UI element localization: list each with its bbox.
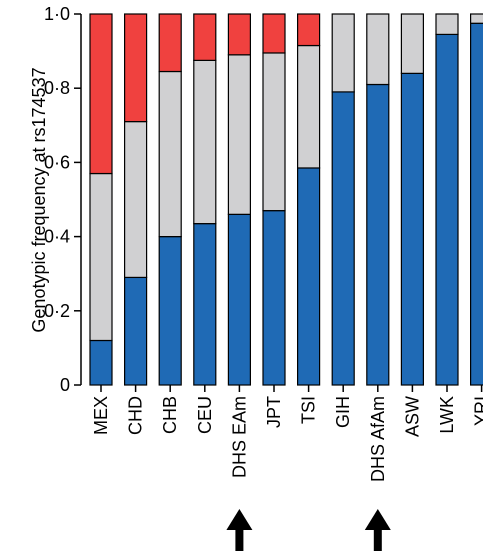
bars bbox=[89, 13, 483, 386]
bar-segment bbox=[193, 223, 217, 386]
x-tick-label: DHS EAm bbox=[229, 396, 249, 478]
bar-segment bbox=[470, 22, 483, 386]
x-tick-label: TSI bbox=[299, 396, 319, 424]
bar-segment bbox=[331, 91, 355, 386]
bar-segment bbox=[400, 13, 424, 74]
bar-segment bbox=[193, 13, 217, 61]
y-tick-label: 0 bbox=[60, 375, 70, 395]
bar-segment bbox=[123, 120, 148, 279]
x-tick-label: CEU bbox=[195, 396, 215, 434]
x-tick-label: LWK bbox=[437, 396, 457, 434]
highlight-arrows bbox=[226, 509, 391, 551]
bar-segment bbox=[366, 13, 390, 86]
bar-segment bbox=[435, 13, 459, 36]
y-axis-title: Genotypic frequency at rs174537 bbox=[29, 67, 49, 332]
bar-segment bbox=[193, 59, 217, 225]
y-tick-label: 0·8 bbox=[44, 78, 70, 98]
x-tick-label: DHS AfAm bbox=[368, 396, 388, 482]
bar-segment bbox=[297, 13, 321, 47]
x-tick-label: CHD bbox=[126, 396, 146, 435]
bar-segment bbox=[123, 276, 148, 386]
y-tick-label: 0·4 bbox=[44, 227, 70, 247]
bar-segment bbox=[297, 44, 321, 169]
bar-segment bbox=[158, 70, 182, 238]
x-tick-labels: MEX CHD CHB CEU DHS EAm JPT TSI GIH DHS AfAm ASW L… bbox=[91, 385, 483, 482]
x-tick-label: JPT bbox=[264, 396, 284, 428]
bar-segment bbox=[123, 13, 148, 123]
up-arrow-icon bbox=[226, 509, 253, 551]
bar-segment bbox=[297, 167, 321, 386]
bar-segment bbox=[227, 13, 251, 56]
bar-segment bbox=[470, 13, 483, 24]
y-tick-label: 0·2 bbox=[44, 301, 70, 321]
bar-segment bbox=[89, 172, 113, 342]
bar-segment bbox=[262, 52, 286, 212]
x-tick-label: MEX bbox=[91, 396, 111, 435]
bar-segment bbox=[158, 236, 182, 386]
y-tick-label: 1·0 bbox=[44, 4, 70, 24]
bar-segment bbox=[227, 213, 251, 386]
x-tick-label: CHB bbox=[160, 396, 180, 434]
bar-segment bbox=[89, 339, 113, 386]
bar-segment bbox=[227, 54, 251, 215]
bar-segment bbox=[435, 33, 459, 386]
bar-segment bbox=[262, 210, 286, 386]
bar-segment bbox=[331, 13, 355, 93]
bar-segment bbox=[89, 13, 113, 175]
bar-segment bbox=[158, 13, 182, 73]
y-axis: 0 0·2 0·4 0·6 0·8 1·0 bbox=[44, 4, 82, 395]
bar-segment bbox=[366, 83, 390, 386]
x-tick-label: YRI bbox=[472, 396, 483, 426]
y-tick-label: 0·6 bbox=[44, 152, 70, 172]
x-tick-label: GIH bbox=[333, 396, 353, 428]
bar-segment bbox=[400, 72, 424, 386]
x-tick-label: ASW bbox=[402, 396, 422, 437]
bar-segment bbox=[262, 13, 286, 54]
up-arrow-icon bbox=[364, 509, 391, 551]
